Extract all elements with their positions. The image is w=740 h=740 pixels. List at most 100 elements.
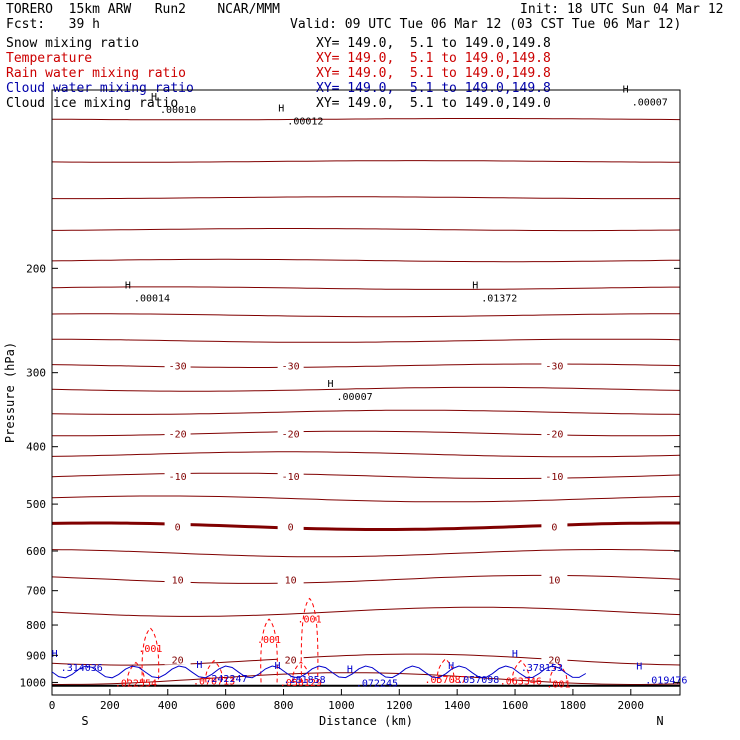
snow-max-marker: H: [623, 85, 629, 96]
legend-snow-xy: XY= 149.0, 5.1 to 149.0,149.8: [316, 36, 551, 51]
cloud-max-marker: H: [52, 649, 58, 660]
isotherm-label: 10: [285, 575, 297, 586]
cloud-value-label: .072245: [356, 678, 398, 689]
cloud-max-marker: H: [636, 661, 642, 672]
rain-contour: [141, 627, 160, 683]
x-tick-label: 1600: [502, 699, 529, 712]
cloud-max-marker: H: [196, 660, 202, 671]
x-tick-label: 1800: [560, 699, 587, 712]
isotherm-label: -20: [169, 429, 187, 440]
isotherm-line: [51, 672, 681, 686]
legend-temperature-xy: XY= 149.0, 5.1 to 149.0,149.8: [316, 51, 551, 66]
isotherm-label-bg: [277, 359, 304, 371]
legend-cloud-water-xy: XY= 149.0, 5.1 to 149.0,149.8: [316, 81, 551, 96]
rain-value-label: .022554: [115, 678, 157, 689]
isotherm-label-bg: [164, 359, 191, 371]
isotherm-line: [51, 472, 681, 479]
isotherm-label-bg: [164, 520, 191, 532]
isotherm-label-bg: [277, 653, 304, 665]
y-tick-label: 1000: [20, 676, 47, 689]
north-label: N: [656, 714, 663, 728]
cloud-value-label: .057098: [457, 675, 499, 686]
legend-snow: Snow mixing ratio: [6, 36, 140, 51]
legend-temperature: Temperature: [6, 51, 93, 66]
isotherm-line: [52, 118, 681, 121]
isotherm-line: [51, 363, 681, 368]
cloud-max-marker: H: [448, 661, 454, 672]
isotherm-line: [51, 549, 681, 558]
rain-contour: [512, 659, 530, 683]
isotherm-line: [51, 451, 681, 458]
isotherm-line: [51, 653, 681, 666]
isotherm-line: [51, 430, 681, 437]
y-tick-label: 600: [26, 545, 46, 558]
cloud-value-label: .019476: [645, 675, 687, 686]
isotherm-label: -30: [545, 362, 563, 373]
rain-contour: [205, 659, 223, 683]
x-tick-label: 0: [49, 699, 56, 712]
y-tick-label: 700: [26, 585, 46, 598]
cloud-value-label: .314036: [61, 663, 103, 674]
isotherm-label: -30: [169, 362, 187, 373]
header-init: Init: 18 UTC Sun 04 Mar 12: [520, 2, 724, 17]
isotherm-line: [52, 228, 681, 232]
isotherm-label: 0: [175, 522, 181, 533]
isotherm-line: [51, 313, 680, 318]
isotherm-line: [51, 160, 680, 163]
isotherm-label-bg: [164, 573, 191, 585]
isotherm-label: 20: [172, 656, 184, 667]
header-fcst: Fcst: 39 h: [6, 17, 100, 32]
rain-value-label: .057087: [425, 675, 467, 686]
cloud-max-marker: H: [347, 664, 353, 675]
y-tick-label: 500: [26, 498, 46, 511]
rain-contour: [127, 661, 145, 683]
cloud-value-label: .378153: [521, 663, 563, 674]
rain-value-label: .001: [298, 615, 322, 626]
x-tick-label: 200: [100, 699, 120, 712]
y-tick-label: 400: [26, 441, 46, 454]
x-tick-label: 400: [158, 699, 178, 712]
x-tick-label: 1400: [444, 699, 471, 712]
isotherm-label: -10: [545, 472, 563, 483]
legend-rain-xy: XY= 149.0, 5.1 to 149.0,149.8: [316, 66, 551, 81]
cloud-contour: [51, 665, 587, 679]
snow-max-marker: H: [125, 281, 131, 292]
rain-value-label: .001: [138, 644, 162, 655]
isotherm-label: -20: [545, 429, 563, 440]
isotherm-line: [51, 258, 681, 263]
legend-cloud-ice-xy: XY= 149.0, 5.1 to 149.0,149.0: [316, 96, 551, 111]
rain-value-label: .063346: [500, 677, 542, 688]
snow-value-label: .00012: [287, 116, 323, 127]
isotherm-line: [51, 574, 681, 584]
isotherm-label: -10: [282, 472, 300, 483]
rain-contour: [260, 618, 278, 683]
rain-value-label: .050129: [280, 678, 322, 689]
rain-contour: [292, 661, 310, 683]
isotherm-label: 0: [551, 522, 557, 533]
header-model: TORERO 15km ARW Run2 NCAR/MMM: [6, 2, 280, 17]
isotherm-label: 10: [172, 575, 184, 586]
x-tick-label: 1200: [386, 699, 413, 712]
legend-rain: Rain water mixing ratio: [6, 66, 187, 81]
isotherm-label: -20: [282, 429, 300, 440]
isotherm-label-bg: [277, 573, 304, 585]
y-tick-label: 200: [26, 262, 46, 275]
isotherm-line: [52, 196, 680, 200]
isotherm-line: [52, 338, 681, 343]
legend-cloud-ice: Cloud ice mixing ratio: [6, 96, 179, 111]
cloud-value-label: .281858: [284, 675, 326, 686]
isotherm-line: [51, 386, 681, 392]
isotherm-line: [51, 286, 680, 290]
isotherm-label-bg: [164, 653, 191, 665]
cloud-max-marker: H: [512, 649, 518, 660]
plot-frame: [51, 89, 681, 696]
x-tick-label: 1000: [328, 699, 355, 712]
isotherm-label-bg: [541, 469, 568, 481]
y-tick-label: 300: [26, 367, 46, 380]
rain-contour: [549, 663, 568, 683]
rain-contour: [436, 658, 455, 683]
rain-contour: [300, 597, 319, 683]
isotherm-label: 20: [285, 656, 297, 667]
cloud-max-marker: H: [275, 661, 281, 672]
